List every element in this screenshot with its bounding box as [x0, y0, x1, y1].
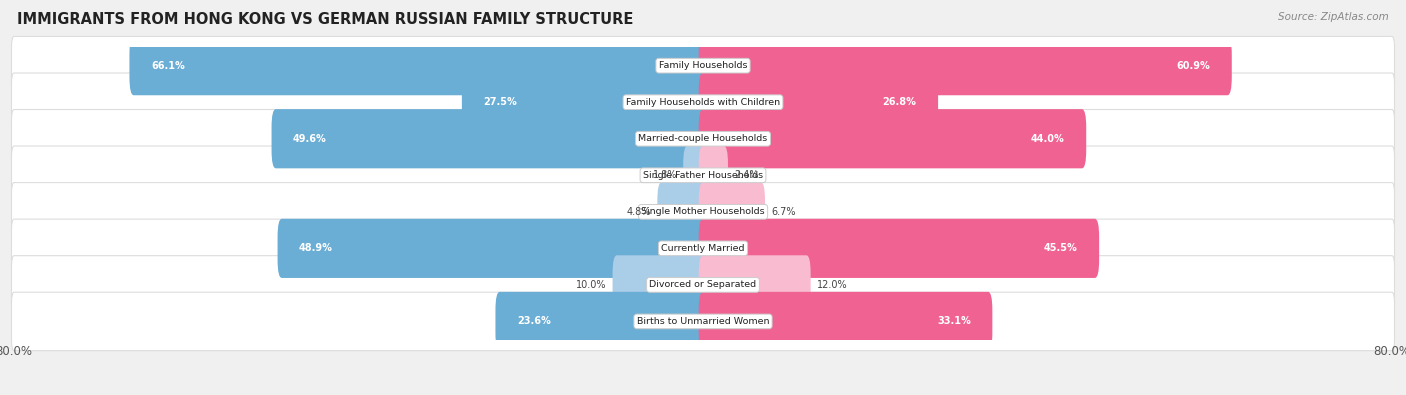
Text: 26.8%: 26.8% — [883, 97, 917, 107]
FancyBboxPatch shape — [277, 219, 707, 278]
Text: 10.0%: 10.0% — [576, 280, 606, 290]
Text: Married-couple Households: Married-couple Households — [638, 134, 768, 143]
Text: 6.7%: 6.7% — [770, 207, 796, 217]
Text: Single Father Households: Single Father Households — [643, 171, 763, 180]
Text: 33.1%: 33.1% — [936, 316, 970, 326]
FancyBboxPatch shape — [11, 146, 1395, 205]
FancyBboxPatch shape — [699, 73, 938, 132]
FancyBboxPatch shape — [683, 146, 707, 205]
FancyBboxPatch shape — [699, 292, 993, 351]
FancyBboxPatch shape — [129, 36, 707, 95]
Text: 27.5%: 27.5% — [484, 97, 517, 107]
FancyBboxPatch shape — [699, 109, 1087, 168]
Text: Family Households: Family Households — [659, 61, 747, 70]
Text: Source: ZipAtlas.com: Source: ZipAtlas.com — [1278, 12, 1389, 22]
Text: 44.0%: 44.0% — [1031, 134, 1064, 144]
Text: Divorced or Separated: Divorced or Separated — [650, 280, 756, 290]
Text: 45.5%: 45.5% — [1043, 243, 1077, 253]
FancyBboxPatch shape — [11, 182, 1395, 241]
FancyBboxPatch shape — [11, 109, 1395, 168]
Text: 60.9%: 60.9% — [1177, 61, 1211, 71]
Text: 2.4%: 2.4% — [734, 170, 758, 180]
Text: Single Mother Households: Single Mother Households — [641, 207, 765, 216]
FancyBboxPatch shape — [699, 255, 811, 314]
Text: 23.6%: 23.6% — [517, 316, 551, 326]
FancyBboxPatch shape — [613, 255, 707, 314]
FancyBboxPatch shape — [11, 292, 1395, 351]
FancyBboxPatch shape — [699, 36, 1232, 95]
Text: Currently Married: Currently Married — [661, 244, 745, 253]
Text: 4.8%: 4.8% — [627, 207, 651, 217]
FancyBboxPatch shape — [699, 219, 1099, 278]
Text: IMMIGRANTS FROM HONG KONG VS GERMAN RUSSIAN FAMILY STRUCTURE: IMMIGRANTS FROM HONG KONG VS GERMAN RUSS… — [17, 12, 633, 27]
FancyBboxPatch shape — [11, 73, 1395, 132]
Text: 66.1%: 66.1% — [150, 61, 184, 71]
FancyBboxPatch shape — [461, 73, 707, 132]
Text: Births to Unmarried Women: Births to Unmarried Women — [637, 317, 769, 326]
FancyBboxPatch shape — [271, 109, 707, 168]
FancyBboxPatch shape — [11, 256, 1395, 314]
FancyBboxPatch shape — [11, 219, 1395, 278]
Text: 48.9%: 48.9% — [299, 243, 333, 253]
FancyBboxPatch shape — [699, 146, 728, 205]
FancyBboxPatch shape — [699, 182, 765, 241]
FancyBboxPatch shape — [658, 182, 707, 241]
Text: Family Households with Children: Family Households with Children — [626, 98, 780, 107]
Text: 49.6%: 49.6% — [292, 134, 326, 144]
Text: 1.8%: 1.8% — [652, 170, 678, 180]
Text: 12.0%: 12.0% — [817, 280, 848, 290]
FancyBboxPatch shape — [495, 292, 707, 351]
FancyBboxPatch shape — [11, 36, 1395, 95]
